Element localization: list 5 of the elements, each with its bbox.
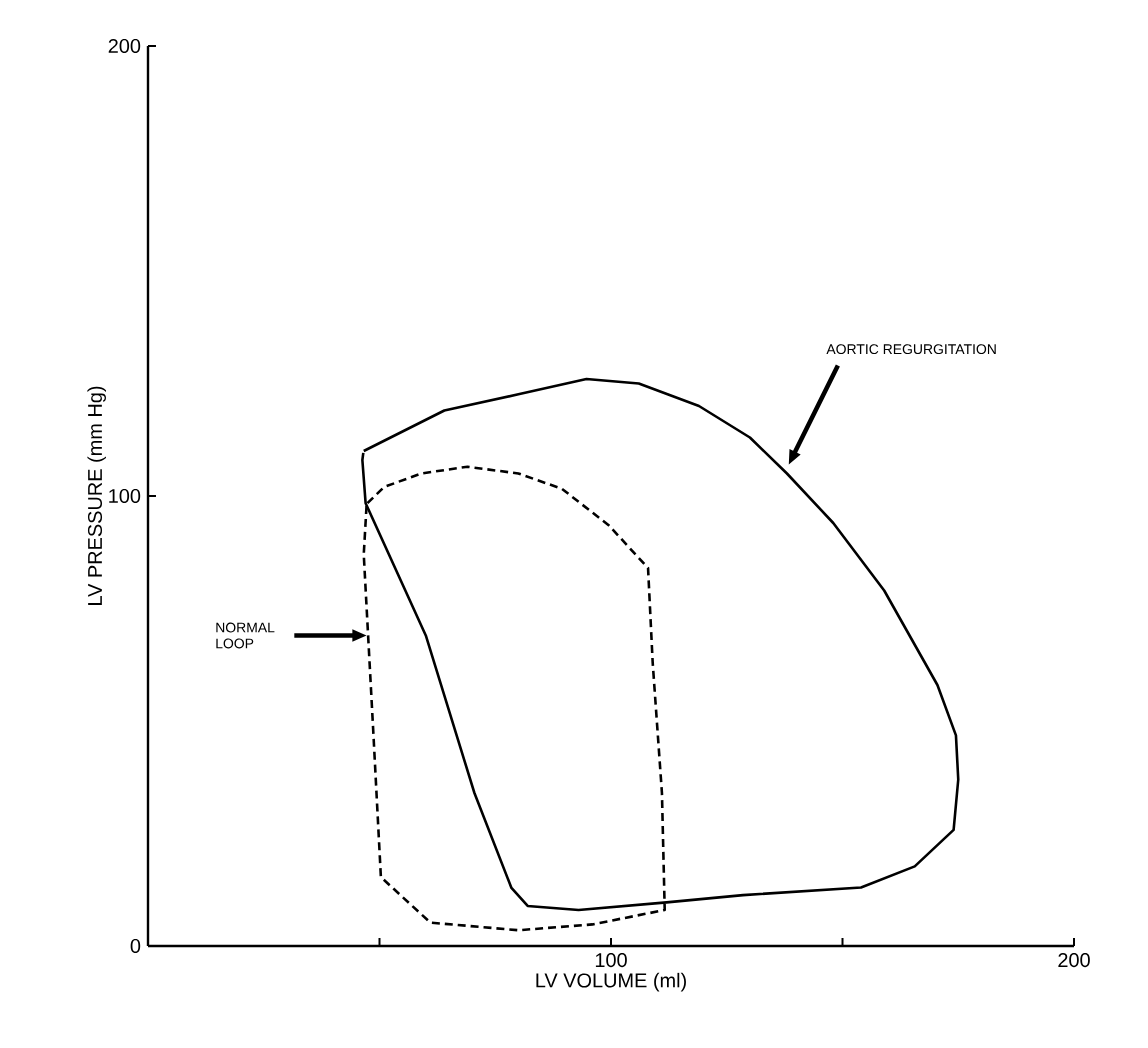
y-tick-label: 0 — [130, 938, 141, 954]
y-tick-label: 200 — [108, 38, 141, 54]
y-tick-label: 100 — [109, 488, 141, 504]
y-axis-title: LV PRESSURE (mm Hg) — [87, 386, 106, 605]
x-axis-title: LV VOLUME (ml) — [536, 972, 686, 992]
